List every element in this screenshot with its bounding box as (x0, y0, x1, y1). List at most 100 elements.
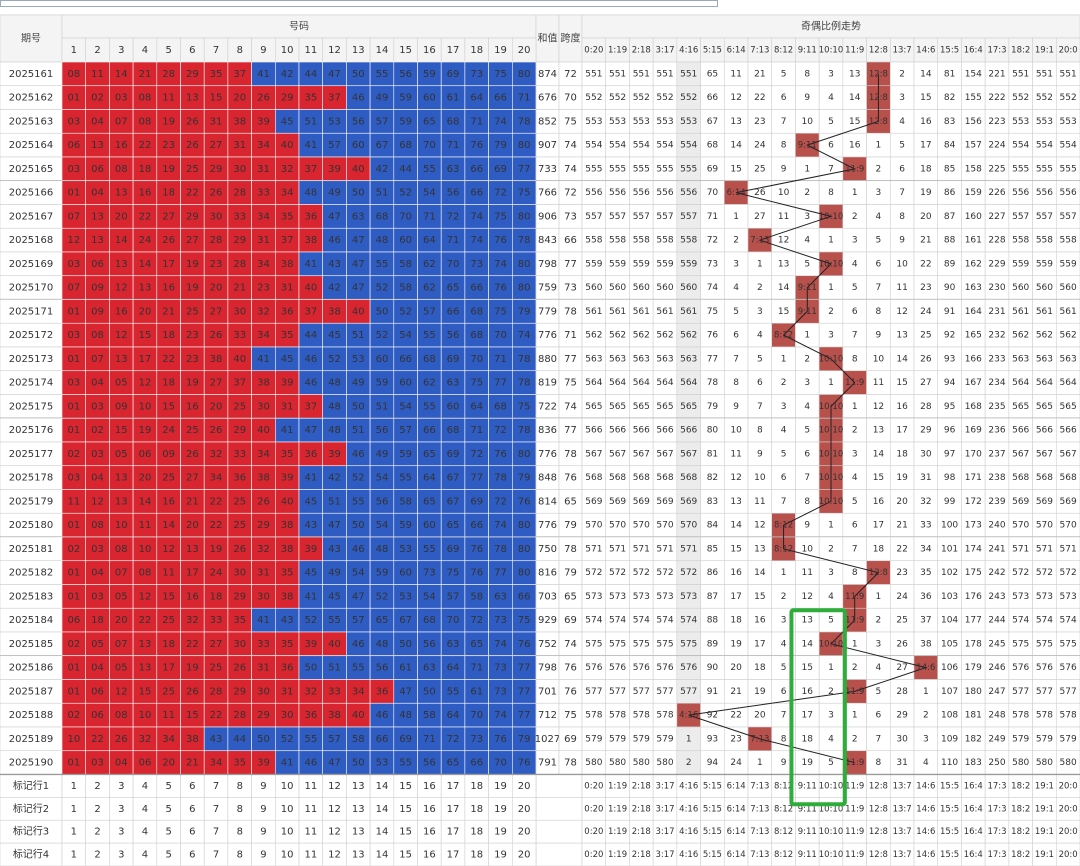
number: 58 (399, 283, 412, 294)
omission: 90 (707, 663, 719, 673)
omission: 16 (849, 141, 861, 151)
omission: 237 (988, 449, 1005, 459)
number: 01 (67, 354, 80, 365)
col-head-text: 18:2 (1011, 781, 1030, 791)
number: 66 (447, 306, 460, 317)
number: 31 (281, 401, 294, 412)
omission: 163 (965, 283, 982, 293)
number: 41 (304, 591, 317, 602)
omission: 1 (828, 283, 834, 293)
number: 56 (376, 496, 389, 507)
omission: 576 (656, 663, 673, 673)
number: 22 (162, 354, 175, 365)
col-head-text: 10:10 (819, 827, 844, 837)
number: 70 (494, 758, 507, 769)
col-head-text: 20 (518, 45, 531, 56)
omission: 85 (707, 544, 718, 554)
omission: 164 (965, 307, 982, 317)
number: 60 (399, 378, 412, 389)
number: 78 (518, 116, 531, 127)
number: 12 (139, 591, 152, 602)
hit-label: 10:10 (819, 426, 844, 436)
number: 08 (67, 69, 80, 80)
col-head-text: 13:7 (893, 46, 912, 56)
omission: 70 (707, 188, 719, 198)
omission: 3 (899, 93, 905, 103)
number: 46 (376, 710, 389, 721)
number: 26 (162, 235, 175, 246)
span: 75 (564, 116, 577, 127)
omission: 573 (633, 592, 650, 602)
number: 72 (447, 211, 460, 222)
number: 41 (257, 69, 270, 80)
omission: 31 (920, 473, 931, 483)
col-head-text: 14:6 (916, 781, 935, 791)
hit-label: 11:9 (845, 592, 864, 602)
number: 13 (115, 259, 128, 270)
number: 24 (162, 425, 175, 436)
omission: 563 (633, 354, 650, 364)
omission: 565 (656, 402, 673, 412)
number: 59 (399, 93, 412, 104)
number: 18 (91, 615, 104, 626)
omission: 12 (873, 402, 884, 412)
omission: 247 (988, 687, 1005, 697)
omission: 3 (781, 616, 787, 626)
number: 65 (376, 615, 389, 626)
omission: 3 (876, 639, 882, 649)
number: 76 (470, 544, 483, 555)
number: 45 (281, 116, 294, 127)
number: 44 (233, 734, 246, 745)
number: 34 (257, 211, 270, 222)
number: 27 (210, 378, 223, 389)
omission: 570 (1036, 521, 1053, 531)
number: 73 (470, 734, 483, 745)
hit-label: 10:10 (819, 259, 844, 269)
omission: 562 (680, 331, 697, 341)
number: 55 (423, 401, 436, 412)
omission: 221 (988, 69, 1005, 79)
omission: 576 (609, 663, 626, 673)
number: 42 (328, 473, 341, 484)
span: 74 (564, 639, 577, 650)
col-head-text: 14 (376, 850, 389, 861)
header-cell (0, 14, 63, 63)
number: 40 (328, 639, 341, 650)
number: 54 (376, 473, 389, 484)
number: 33 (233, 211, 246, 222)
omission: 242 (988, 568, 1005, 578)
number: 25 (233, 401, 246, 412)
number: 34 (352, 686, 365, 697)
number: 55 (423, 164, 436, 175)
col-head-text: 5:15 (703, 804, 722, 814)
number: 73 (494, 663, 507, 674)
top-strip (0, 0, 718, 7)
omission: 16 (920, 117, 932, 127)
col-head-text: 16:4 (964, 804, 983, 814)
omission: 576 (1012, 663, 1029, 673)
number: 01 (67, 663, 80, 674)
omission: 5 (781, 69, 787, 79)
omission: 169 (965, 426, 982, 436)
omission: 2 (804, 354, 810, 364)
number: 66 (423, 425, 436, 436)
omission: 573 (1012, 592, 1029, 602)
hit-label: 8:12 (774, 331, 793, 341)
col-head-text: 6 (189, 804, 195, 815)
number: 04 (91, 378, 104, 389)
omission: 555 (1012, 164, 1029, 174)
number: 53 (376, 758, 389, 769)
number: 03 (91, 591, 104, 602)
number: 35 (233, 615, 246, 626)
number: 41 (304, 259, 317, 270)
number: 07 (115, 639, 128, 650)
omission: 563 (609, 354, 626, 364)
number: 73 (494, 686, 507, 697)
period: 2025169 (9, 259, 54, 270)
col-head-text: 20 (518, 781, 531, 792)
number: 02 (67, 639, 80, 650)
col-head-text: 20 (518, 804, 531, 815)
number: 27 (186, 473, 199, 484)
omission: 73 (707, 259, 718, 269)
omission: 575 (680, 639, 697, 649)
